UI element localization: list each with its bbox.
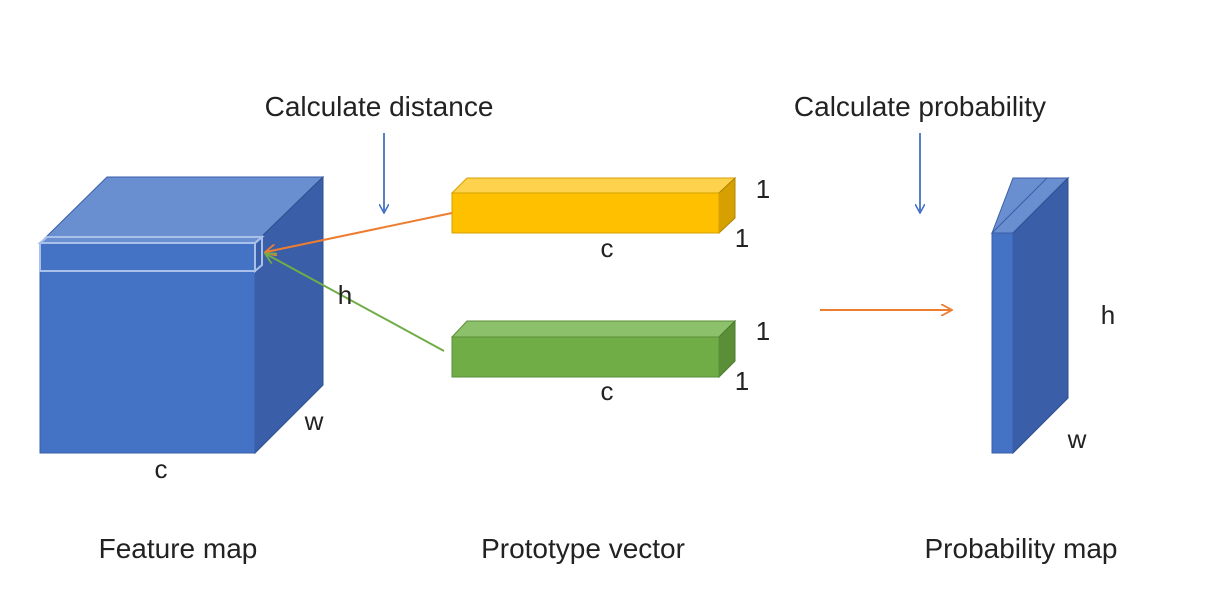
green-1-top-label: 1 (756, 316, 770, 346)
prob-w-label: w (1067, 424, 1087, 454)
yellow-bar-front (451, 192, 720, 234)
feature-map-label: Feature map (99, 533, 258, 564)
probability-map-slab (990, 176, 1070, 455)
green-bar-front (451, 336, 720, 378)
cube-front-face (39, 242, 256, 454)
green-to-slice-arrow (266, 254, 445, 352)
feature-w-label: w (304, 406, 324, 436)
green-1-side-label: 1 (735, 366, 749, 396)
feature-c-label: c (155, 454, 168, 484)
calc-probability-label: Calculate probability (794, 91, 1046, 122)
feature-h-label: h (338, 280, 352, 310)
yellow-1-side-label: 1 (735, 223, 749, 253)
prob-h-label: h (1101, 300, 1115, 330)
yellow-c-label: c (601, 233, 614, 263)
prototype-vector-green (450, 319, 737, 379)
prototype-vector-yellow (450, 176, 737, 235)
probability-map-label: Probability map (925, 533, 1118, 564)
prob-front-face (991, 232, 1014, 454)
yellow-bar-top (450, 177, 737, 194)
green-c-label: c (601, 376, 614, 406)
feature-map-cube (37, 175, 325, 455)
yellow-1-top-label: 1 (756, 174, 770, 204)
highlighted-slice-side (254, 234, 263, 274)
prototype-vector-label: Prototype vector (481, 533, 685, 564)
yellow-to-slice-arrow (266, 212, 453, 252)
calc-distance-label: Calculate distance (265, 91, 494, 122)
green-bar-top (450, 320, 737, 338)
